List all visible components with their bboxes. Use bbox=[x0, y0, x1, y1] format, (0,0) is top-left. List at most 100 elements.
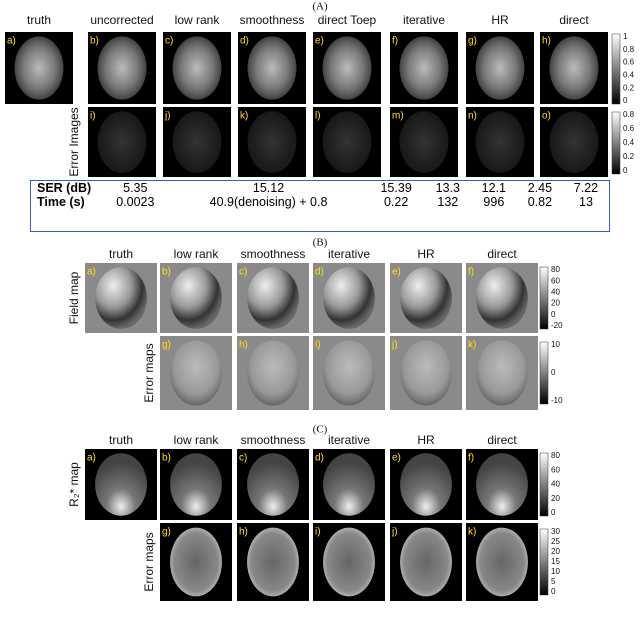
colorbar-tick: 0.4 bbox=[623, 138, 635, 147]
sub-label: g) bbox=[162, 527, 171, 538]
sub-label: a) bbox=[87, 267, 96, 278]
image-content bbox=[97, 36, 147, 100]
sub-label: n) bbox=[468, 111, 477, 122]
image-content bbox=[476, 340, 528, 406]
column-header: low rank bbox=[174, 247, 220, 261]
image-content bbox=[323, 340, 375, 406]
colorbar-tick: 80 bbox=[551, 265, 560, 274]
sub-label: c) bbox=[239, 267, 247, 278]
sub-label: a) bbox=[7, 36, 16, 47]
row-label: Error Images bbox=[67, 107, 81, 176]
colorbar-tick: 20 bbox=[551, 299, 560, 308]
colorbar-tick: 60 bbox=[551, 276, 560, 285]
image-content bbox=[400, 527, 452, 597]
image-content bbox=[322, 36, 372, 100]
sub-label: c) bbox=[165, 36, 173, 47]
colorbar-tick: 0.6 bbox=[623, 58, 635, 67]
sub-label: h) bbox=[542, 36, 551, 47]
sub-label: i) bbox=[315, 527, 321, 538]
colorbar-tick: 15 bbox=[551, 557, 560, 566]
row-label: Error maps bbox=[142, 532, 156, 591]
colorbar-tick: 20 bbox=[551, 547, 560, 556]
colorbar-tick: 0.8 bbox=[623, 45, 635, 54]
sub-label: d) bbox=[315, 267, 324, 278]
table-cell: 40.9(denoising) + 0.8 bbox=[209, 195, 328, 209]
image-content bbox=[400, 267, 452, 329]
sub-label: k) bbox=[240, 111, 248, 122]
image-content bbox=[475, 36, 525, 100]
column-header: low rank bbox=[175, 13, 221, 27]
colorbar-tick: 10 bbox=[551, 340, 560, 349]
table-cell: 0.22 bbox=[383, 195, 409, 209]
column-header: smoothness bbox=[240, 13, 305, 27]
colorbar bbox=[539, 266, 549, 330]
image-content bbox=[322, 111, 372, 173]
colorbar-tick: 40 bbox=[551, 288, 560, 297]
image-content bbox=[323, 527, 375, 597]
image-content bbox=[170, 267, 222, 329]
colorbar-tick: 0.6 bbox=[623, 124, 635, 133]
table-cell: 13.3 bbox=[435, 181, 460, 195]
image-content bbox=[323, 267, 375, 329]
colorbar-tick: -20 bbox=[551, 321, 563, 330]
image-content bbox=[170, 340, 222, 406]
colorbar-tick: 20 bbox=[551, 494, 560, 503]
panel-label: (A) bbox=[312, 1, 328, 13]
colorbar-tick: 10 bbox=[551, 567, 560, 576]
table: SER (dB) 5.35 15.12 15.39 13.3 12.1 2.45 7.22 Ti… bbox=[31, 181, 609, 209]
sub-label: a) bbox=[87, 453, 96, 464]
image-content bbox=[95, 267, 147, 329]
column-header: iterative bbox=[328, 247, 370, 261]
column-header: direct bbox=[487, 247, 517, 261]
column-header: HR bbox=[417, 433, 435, 447]
column-header: HR bbox=[417, 247, 435, 261]
column-header: truth bbox=[109, 433, 133, 447]
image-content bbox=[97, 111, 147, 173]
colorbar-tick: 1 bbox=[623, 32, 628, 41]
table-cell: 5.35 bbox=[123, 181, 148, 195]
sub-label: j) bbox=[391, 527, 398, 538]
image-content bbox=[95, 453, 147, 516]
panel-label: (B) bbox=[313, 237, 328, 249]
colorbar bbox=[539, 528, 549, 596]
column-header: direct Toep bbox=[318, 13, 377, 27]
sub-label: i) bbox=[90, 111, 96, 122]
column-header: uncorrected bbox=[90, 13, 153, 27]
sub-label: e) bbox=[392, 267, 401, 278]
image-content bbox=[247, 527, 299, 597]
image-content bbox=[549, 111, 599, 173]
sub-label: k) bbox=[468, 340, 476, 351]
column-header: smoothness bbox=[241, 433, 306, 447]
sub-label: l) bbox=[315, 111, 321, 122]
colorbar-tick: 0 bbox=[551, 368, 556, 377]
sub-label: b) bbox=[90, 36, 99, 47]
sub-label: g) bbox=[162, 340, 171, 351]
table-cell: 0.82 bbox=[527, 195, 553, 209]
image-content bbox=[247, 453, 299, 516]
row-label: Field map bbox=[67, 271, 81, 324]
colorbar-tick: 0 bbox=[551, 587, 556, 596]
colorbar-tick: 0 bbox=[551, 508, 556, 517]
image-content bbox=[323, 453, 375, 516]
table-cell: 996 bbox=[483, 195, 505, 209]
sub-label: d) bbox=[240, 36, 249, 47]
sub-label: e) bbox=[392, 453, 401, 464]
table-cell: 13 bbox=[579, 195, 593, 209]
colorbar bbox=[539, 452, 549, 517]
column-header: smoothness bbox=[241, 247, 306, 261]
image-content bbox=[476, 453, 528, 516]
table-cell: 0.0023 bbox=[116, 195, 155, 209]
sub-label: m) bbox=[392, 111, 404, 122]
image-content bbox=[247, 267, 299, 329]
results-table: SER (dB) 5.35 15.12 15.39 13.3 12.1 2.45 7.22 Ti… bbox=[30, 180, 610, 232]
image-content bbox=[247, 111, 297, 173]
image-content bbox=[172, 111, 222, 173]
sub-label: b) bbox=[162, 453, 171, 464]
image-content bbox=[170, 453, 222, 516]
sub-label: h) bbox=[239, 527, 248, 538]
sub-label: i) bbox=[315, 340, 321, 351]
colorbar bbox=[611, 33, 621, 105]
colorbar-tick: 0.2 bbox=[623, 152, 635, 161]
colorbar-tick: 25 bbox=[551, 537, 560, 546]
